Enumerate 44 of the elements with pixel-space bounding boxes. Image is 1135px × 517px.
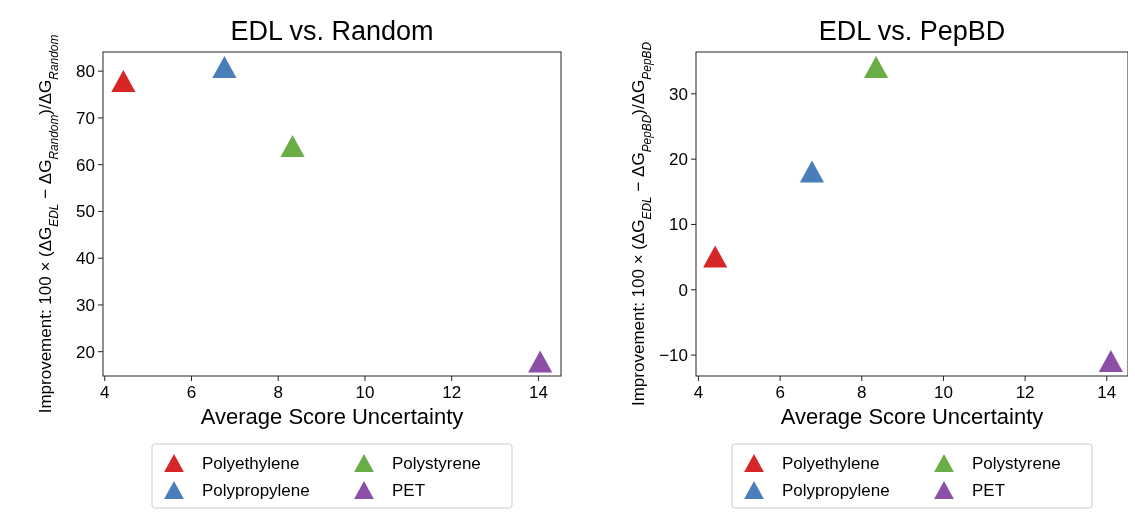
y-tick-label: 70: [76, 108, 95, 128]
legend-label: PET: [392, 480, 426, 500]
y-tick-label: 60: [76, 155, 95, 175]
legend-label: Polystyrene: [972, 453, 1061, 473]
y-tick-label: 20: [669, 150, 688, 170]
x-axis-title: Average Score Uncertainty: [780, 404, 1044, 429]
x-tick-label: 4: [693, 383, 704, 402]
legend-label: Polyethylene: [202, 453, 300, 473]
legend-label: PET: [972, 480, 1006, 500]
legend-label: Polypropylene: [782, 480, 890, 500]
point: [863, 56, 889, 79]
point: [1098, 349, 1123, 372]
x-tick-label: 14: [528, 383, 548, 402]
legend-label: Polyethylene: [782, 453, 880, 473]
x-tick-label: 6: [775, 383, 785, 402]
point: [703, 245, 728, 268]
x-tick-label: 4: [100, 383, 110, 402]
x-axis-title: Average Score Uncertainty: [200, 404, 464, 429]
y-tick-label: 80: [76, 62, 95, 82]
x-tick-label: 10: [355, 383, 375, 402]
y-tick-label: 20: [76, 342, 95, 362]
y-tick-label: 10: [669, 215, 688, 235]
y-tick-label: 40: [76, 249, 95, 269]
y-tick-label: 50: [76, 202, 95, 222]
x-tick-label: 10: [933, 383, 953, 402]
x-tick-label: 6: [186, 383, 197, 402]
point: [212, 55, 237, 78]
legend-label: Polystyrene: [392, 453, 481, 473]
x-tick-label: 8: [857, 383, 867, 402]
x-tick-label: 8: [273, 383, 283, 402]
y-tick-label: −10: [659, 346, 688, 366]
y-tick-label: 30: [76, 295, 95, 315]
x-tick-label: 14: [1097, 383, 1117, 402]
point: [528, 350, 553, 373]
chart-title: EDL vs. Random: [230, 16, 434, 46]
chart-title: EDL vs. PepBD: [818, 16, 1006, 46]
x-tick-label: 12: [1015, 383, 1035, 402]
point: [799, 160, 825, 183]
point: [280, 134, 305, 157]
x-tick-label: 12: [442, 383, 462, 402]
legend-label: Polypropylene: [202, 480, 310, 500]
y-tick-label: 30: [669, 84, 688, 104]
point: [111, 69, 136, 92]
y-tick-label: 0: [678, 280, 688, 300]
